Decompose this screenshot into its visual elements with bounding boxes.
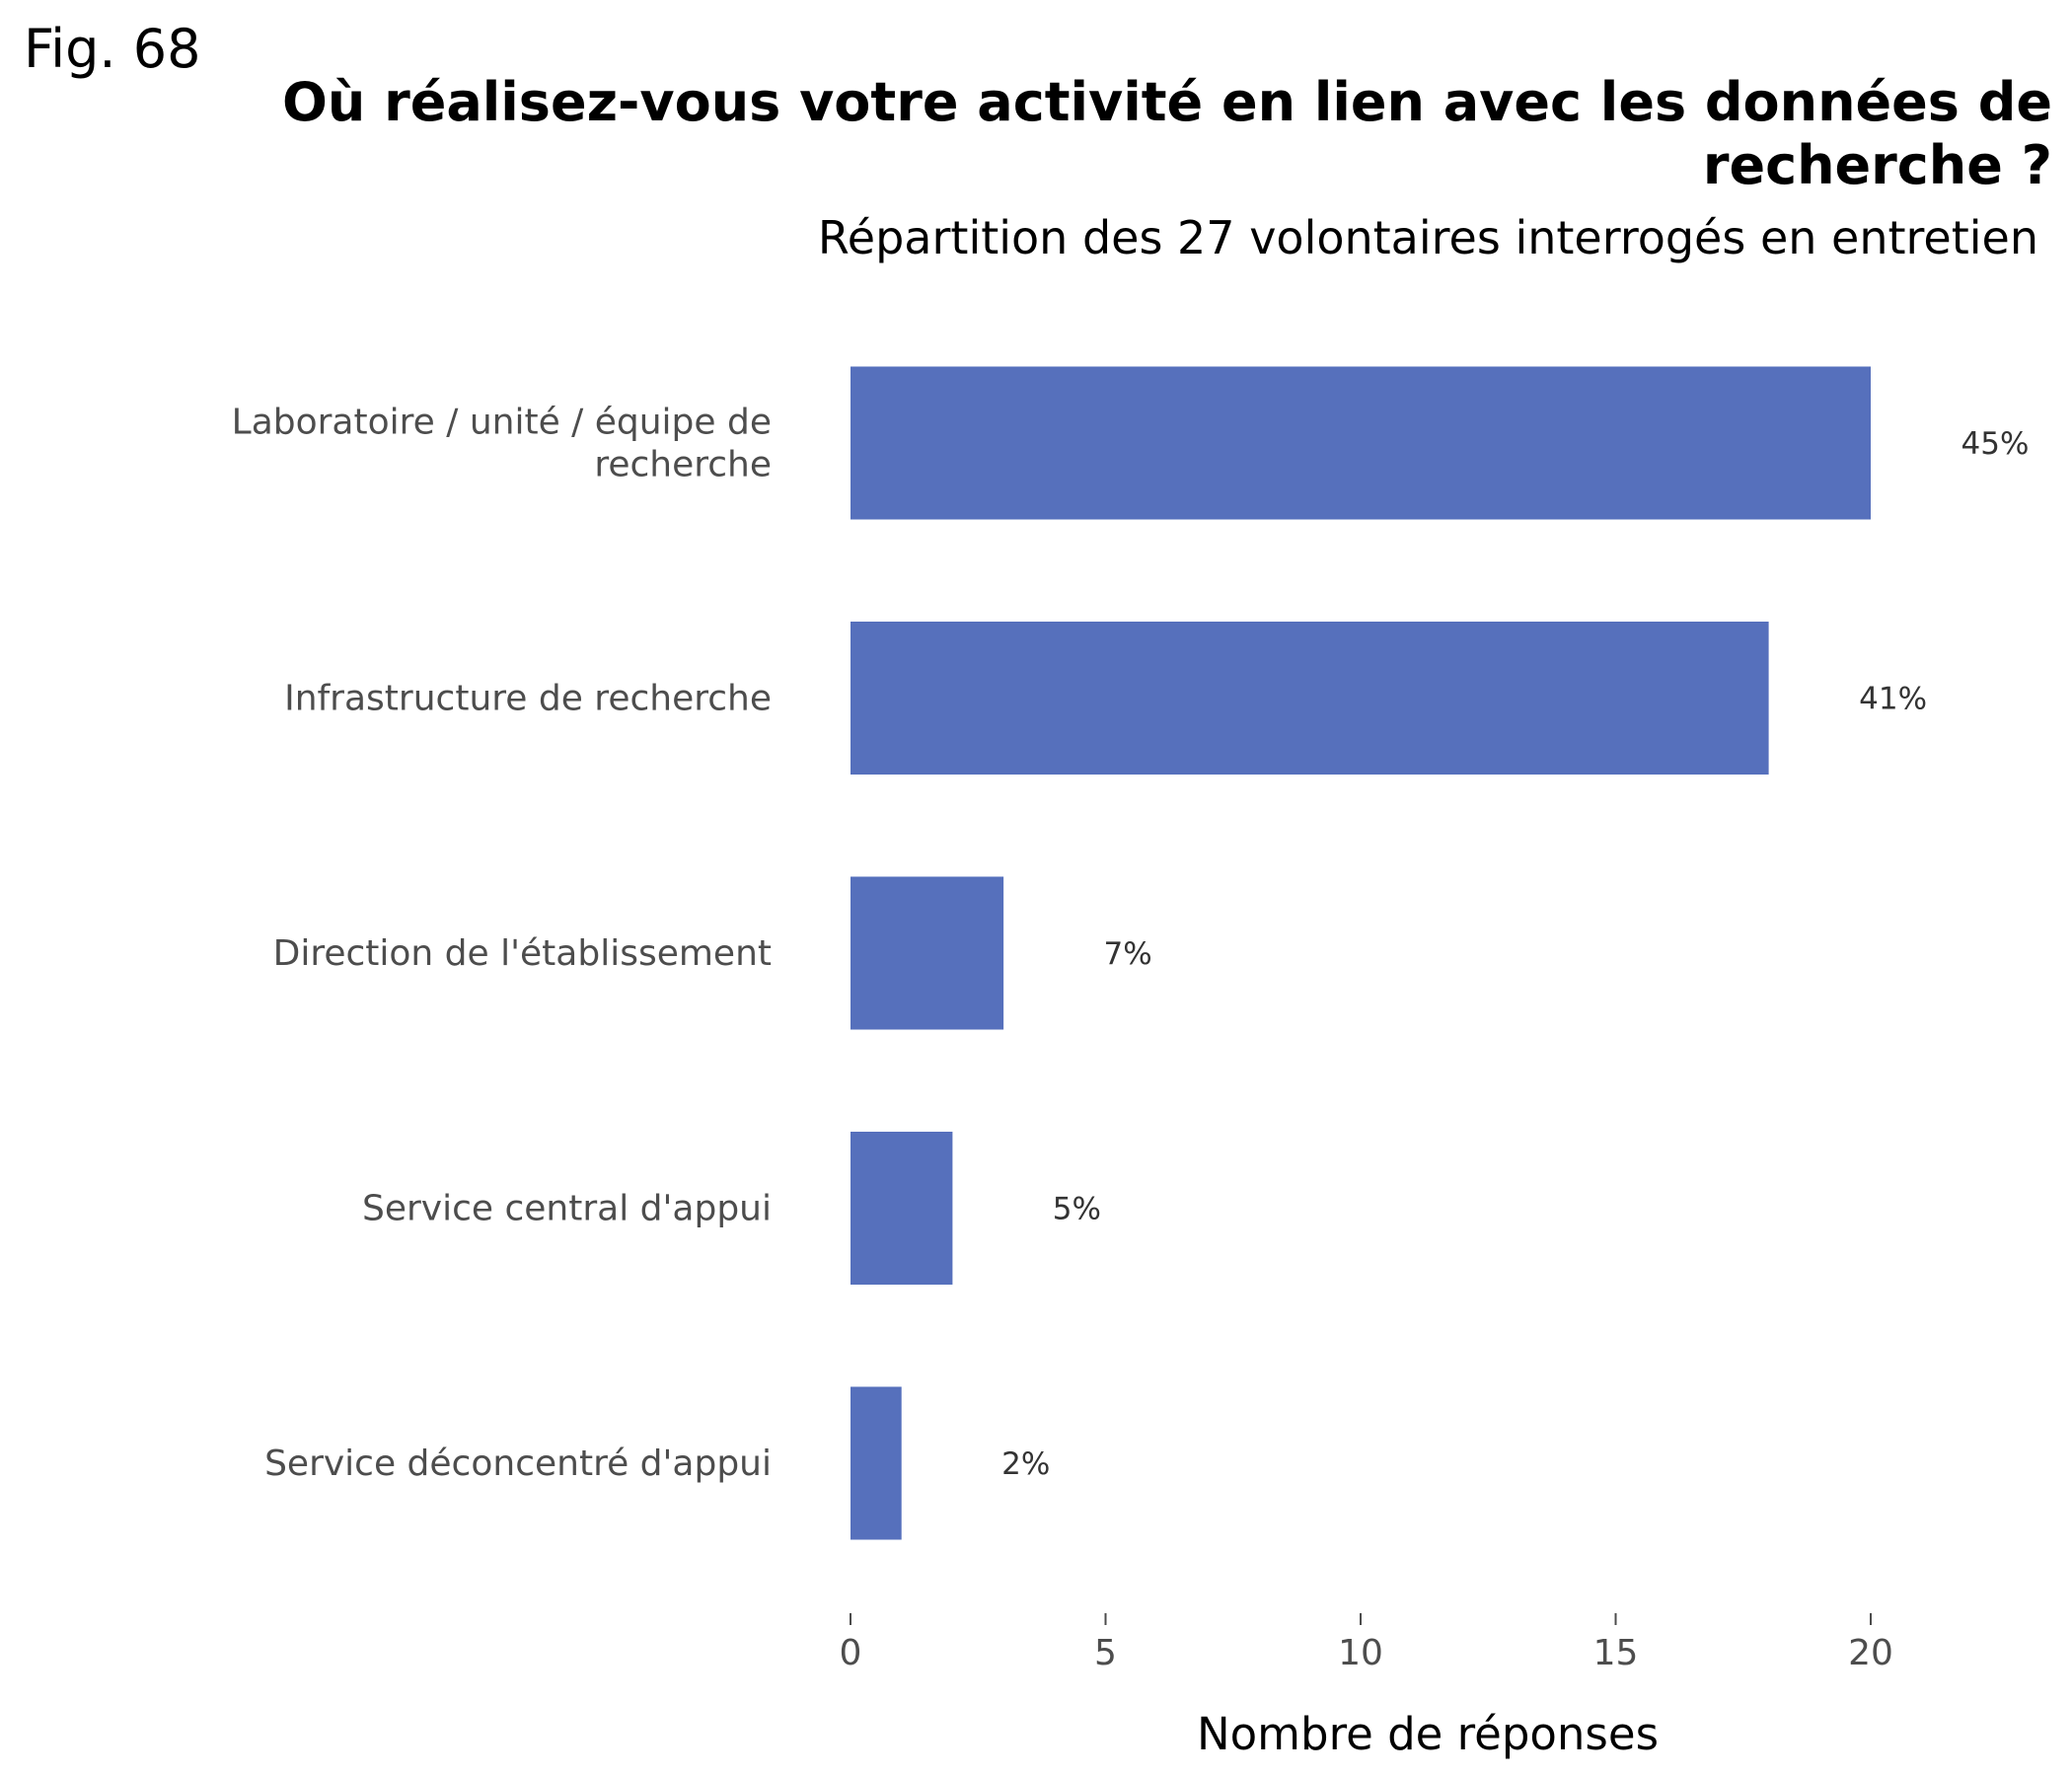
value-labels-group: 45% 41% 7% 5% 2% xyxy=(1001,426,2029,1482)
data-label: 45% xyxy=(1961,426,2030,462)
x-tick-label: 20 xyxy=(1848,1633,1893,1673)
chart-title: Où réalisez-vous votre activité en lien … xyxy=(281,71,2052,196)
bar xyxy=(851,1132,953,1285)
x-tick-label: 10 xyxy=(1338,1633,1383,1673)
bar xyxy=(851,366,1871,520)
category-label: Laboratoire / unité / équipe de xyxy=(232,403,772,443)
x-axis-title: Nombre de réponses xyxy=(1197,1708,1659,1760)
x-tick-label: 15 xyxy=(1593,1633,1639,1673)
category-label: recherche xyxy=(594,445,772,485)
x-tick-label: 0 xyxy=(840,1633,862,1673)
data-label: 7% xyxy=(1104,936,1152,972)
chart-subtitle: Répartition des 27 volontaires interrogé… xyxy=(817,211,2038,264)
category-labels-group: Laboratoire / unité / équipe derecherche… xyxy=(232,403,772,1485)
category-label: Direction de l'établissement xyxy=(273,933,772,974)
data-label: 5% xyxy=(1053,1192,1101,1227)
bar xyxy=(851,1386,902,1540)
category-label: Service déconcentré d'appui xyxy=(264,1443,772,1484)
bar xyxy=(851,622,1769,775)
figure-label: Fig. 68 xyxy=(24,18,201,80)
bars-group xyxy=(851,366,1871,1540)
category-label: Infrastructure de recherche xyxy=(284,679,772,719)
data-label: 41% xyxy=(1859,682,1927,717)
bar xyxy=(851,876,1004,1030)
x-axis: 0 5 10 15 20 xyxy=(840,1613,1893,1673)
category-label: Service central d'appui xyxy=(362,1189,772,1229)
x-tick-label: 5 xyxy=(1094,1633,1117,1673)
data-label: 2% xyxy=(1001,1446,1050,1482)
